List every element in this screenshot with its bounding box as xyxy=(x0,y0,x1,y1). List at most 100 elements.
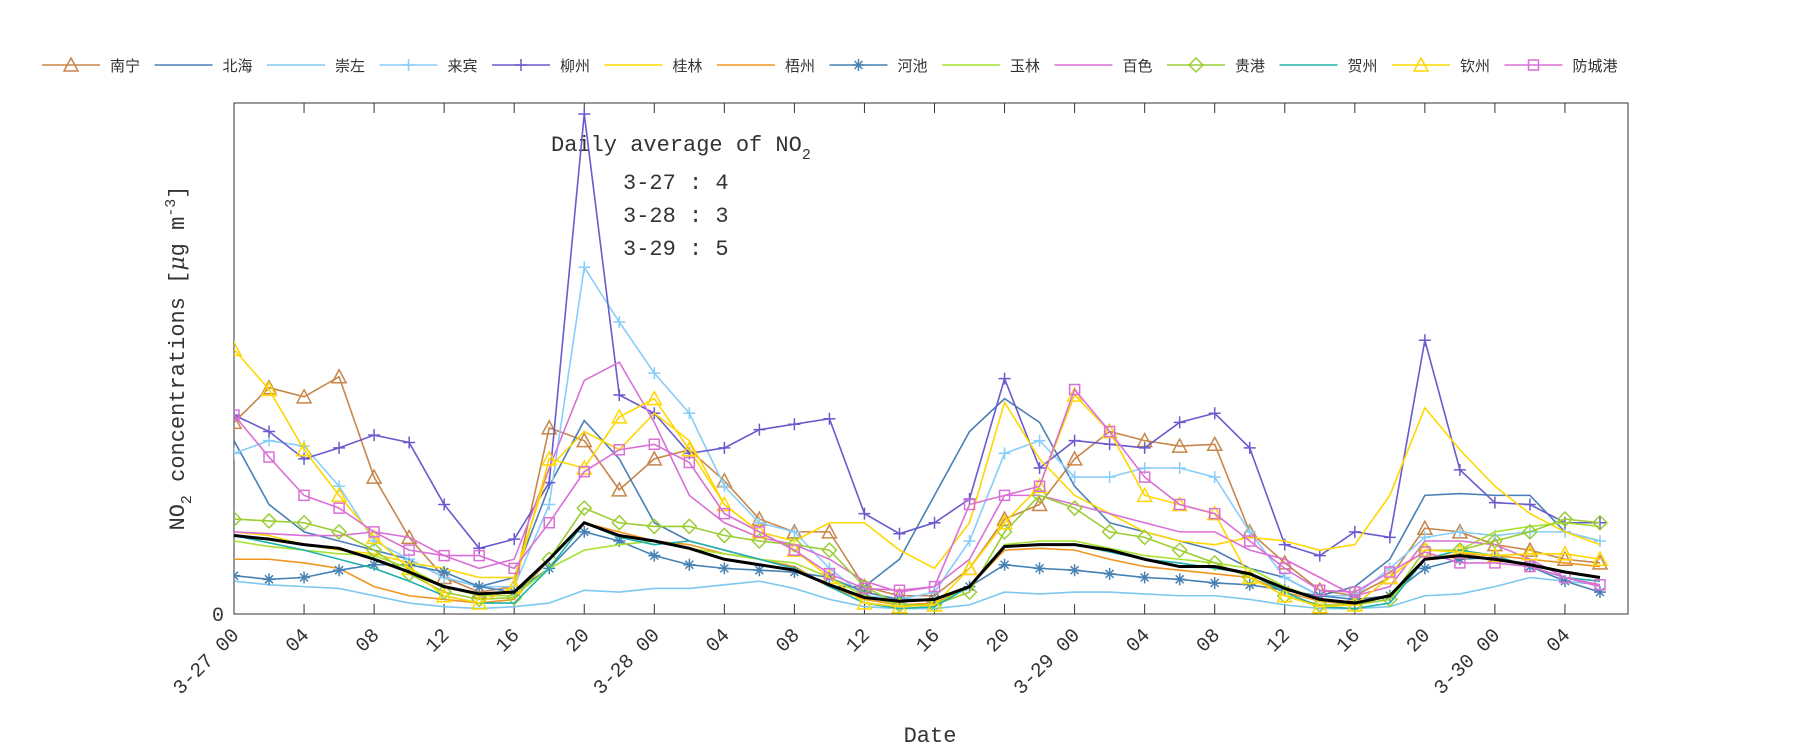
marker xyxy=(998,489,1011,502)
marker xyxy=(998,447,1011,460)
marker xyxy=(1591,550,1609,566)
legend-label: 梧州 xyxy=(785,57,815,75)
marker xyxy=(1243,535,1256,547)
x-tick-label: 16 xyxy=(492,625,525,658)
marker xyxy=(613,444,626,456)
marker xyxy=(821,523,838,539)
marker xyxy=(1311,596,1328,613)
y-label-sup: -3 xyxy=(163,199,180,217)
marker xyxy=(1279,562,1291,575)
marker xyxy=(648,549,661,562)
marker xyxy=(1173,573,1186,586)
annotation-title-sub: 2 xyxy=(802,147,811,164)
marker xyxy=(1454,557,1466,569)
marker xyxy=(716,495,733,512)
marker xyxy=(648,367,661,380)
marker xyxy=(856,594,873,610)
marker xyxy=(1031,487,1048,504)
marker xyxy=(613,316,626,328)
marker xyxy=(473,580,486,593)
marker xyxy=(1206,435,1223,452)
x-tick-label: 04 xyxy=(1543,625,1576,658)
marker xyxy=(718,441,731,454)
marker xyxy=(1171,495,1188,512)
marker xyxy=(1314,584,1326,597)
marker xyxy=(788,418,801,431)
marker xyxy=(578,107,591,120)
marker xyxy=(1419,546,1431,558)
marker xyxy=(1593,535,1606,547)
marker xyxy=(1453,463,1466,476)
marker xyxy=(368,429,381,442)
marker xyxy=(786,536,803,553)
marker xyxy=(234,413,243,430)
marker xyxy=(1276,587,1294,603)
series-line xyxy=(234,387,1601,593)
marker xyxy=(753,564,766,577)
marker xyxy=(681,441,698,457)
marker xyxy=(1136,529,1153,546)
marker xyxy=(470,583,488,599)
marker xyxy=(403,544,415,556)
marker xyxy=(540,450,558,466)
x-tick-label: 08 xyxy=(1192,625,1225,658)
legend-label: 南宁 xyxy=(110,57,140,75)
marker xyxy=(1066,500,1083,517)
y-axis-label: NO2 concentrations [μg m-3] xyxy=(163,186,196,531)
marker xyxy=(298,452,311,465)
x-tick-label: 3-28 00 xyxy=(590,625,666,701)
marker xyxy=(471,591,488,608)
marker xyxy=(295,388,313,404)
marker xyxy=(611,481,628,497)
marker xyxy=(858,586,871,599)
marker xyxy=(718,507,731,520)
marker xyxy=(928,516,941,529)
marker xyxy=(1594,579,1606,591)
marker xyxy=(263,451,275,463)
legend-marker xyxy=(515,59,527,71)
marker xyxy=(1556,550,1574,566)
marker xyxy=(333,480,346,493)
marker xyxy=(1103,438,1116,451)
marker xyxy=(753,526,766,538)
marker xyxy=(1138,571,1151,584)
marker xyxy=(1068,434,1081,447)
marker xyxy=(1033,434,1046,447)
marker xyxy=(331,523,348,540)
y-label-part: g m xyxy=(166,217,191,257)
marker xyxy=(963,498,976,511)
marker xyxy=(368,526,380,538)
marker xyxy=(1348,525,1361,538)
marker xyxy=(683,558,696,571)
marker xyxy=(1138,441,1151,454)
marker xyxy=(508,562,520,575)
x-tick-label: 12 xyxy=(842,625,875,658)
marker xyxy=(1208,507,1221,520)
marker xyxy=(575,432,593,448)
marker xyxy=(646,390,663,406)
marker xyxy=(718,562,731,575)
legend-label: 柳州 xyxy=(560,57,590,75)
legend-marker xyxy=(852,59,865,71)
marker xyxy=(786,541,803,557)
marker xyxy=(998,372,1011,385)
marker xyxy=(1556,545,1574,561)
marker xyxy=(295,441,313,457)
legend-label: 崇左 xyxy=(335,57,365,75)
marker xyxy=(646,450,663,466)
marker xyxy=(260,512,278,529)
y-tick-label: 0 xyxy=(212,605,224,628)
marker xyxy=(234,569,240,582)
marker xyxy=(998,558,1011,571)
marker xyxy=(1103,425,1116,438)
marker xyxy=(858,582,871,595)
marker xyxy=(298,571,311,584)
marker xyxy=(996,514,1013,530)
legend-label: 桂林 xyxy=(673,57,703,75)
marker xyxy=(578,465,591,478)
marker xyxy=(891,596,908,613)
marker xyxy=(1523,498,1536,511)
marker xyxy=(1033,462,1046,474)
series-line xyxy=(234,400,1601,579)
marker xyxy=(1068,383,1081,396)
